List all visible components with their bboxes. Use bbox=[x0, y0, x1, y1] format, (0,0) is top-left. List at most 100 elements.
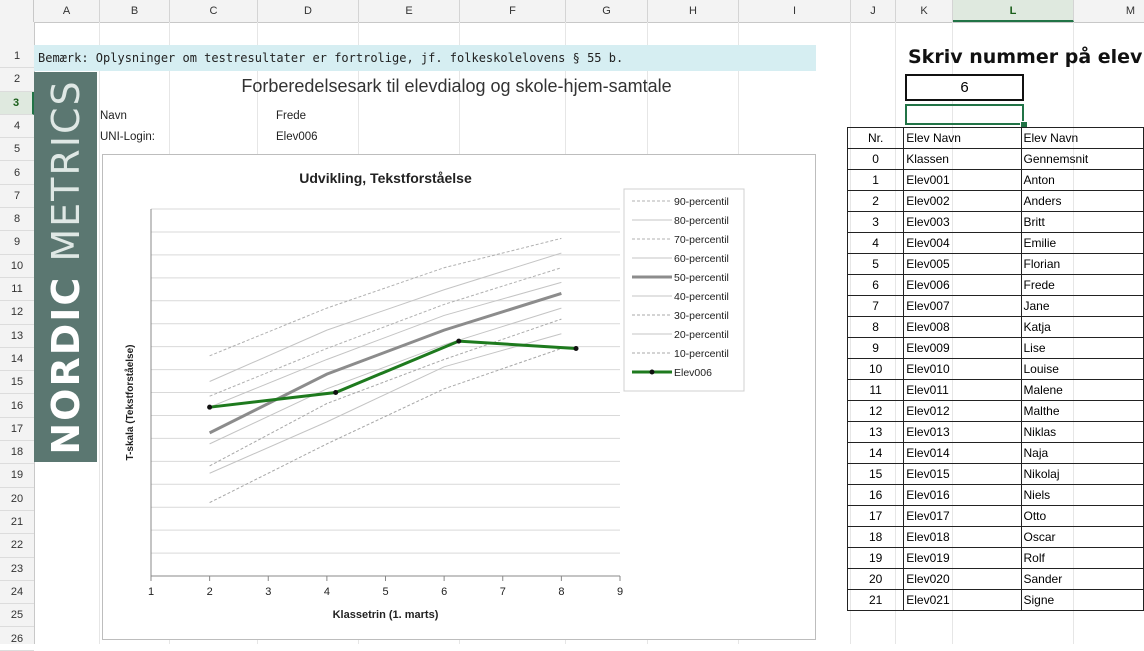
row-header-2[interactable]: 2 bbox=[0, 68, 34, 92]
roster-cell[interactable]: 3 bbox=[846, 211, 905, 233]
roster-cell[interactable]: Elev004 bbox=[903, 232, 1022, 254]
roster-cell[interactable]: Elev011 bbox=[903, 379, 1022, 401]
row-header-25[interactable]: 25 bbox=[0, 604, 34, 628]
roster-cell[interactable]: Elev016 bbox=[903, 484, 1022, 506]
roster-cell[interactable]: Niklas bbox=[1020, 421, 1144, 443]
roster-cell[interactable]: Elev001 bbox=[903, 169, 1022, 191]
roster-cell[interactable]: Anton bbox=[1020, 169, 1144, 191]
roster-cell[interactable]: Elev002 bbox=[903, 190, 1022, 212]
roster-cell[interactable]: Elev006 bbox=[903, 274, 1022, 296]
roster-cell[interactable]: Elev021 bbox=[903, 589, 1022, 611]
roster-cell[interactable]: 0 bbox=[846, 148, 905, 170]
roster-cell[interactable]: Sander bbox=[1020, 568, 1144, 590]
roster-cell[interactable]: 20 bbox=[846, 568, 905, 590]
roster-cell[interactable]: Elev012 bbox=[903, 400, 1022, 422]
roster-cell[interactable]: 10 bbox=[846, 358, 905, 380]
roster-cell[interactable]: 1 bbox=[846, 169, 905, 191]
roster-cell[interactable]: 2 bbox=[846, 190, 905, 212]
page-title[interactable]: Forberedelsesark til elevdialog og skole… bbox=[241, 76, 672, 96]
row-header-24[interactable]: 24 bbox=[0, 581, 34, 605]
roster-cell[interactable]: Jane bbox=[1020, 295, 1144, 317]
row-header-9[interactable]: 9 bbox=[0, 231, 34, 255]
roster-cell[interactable]: Emilie bbox=[1020, 232, 1144, 254]
roster-cell[interactable]: 5 bbox=[846, 253, 905, 275]
row-header-20[interactable]: 20 bbox=[0, 488, 34, 511]
row-header-8[interactable]: 8 bbox=[0, 208, 34, 232]
roster-cell[interactable]: Niels bbox=[1020, 484, 1144, 506]
row-header-3[interactable]: 3 bbox=[0, 91, 34, 115]
development-chart[interactable]: Udvikling, Tekstforståelse 1 2 3 4 5 6 7 8 9 Klass… bbox=[102, 154, 816, 640]
roster-cell[interactable]: Rolf bbox=[1020, 547, 1144, 569]
row-header-6[interactable]: 6 bbox=[0, 162, 34, 185]
column-header-l[interactable]: L bbox=[953, 0, 1074, 22]
name-value[interactable]: Frede bbox=[276, 110, 307, 122]
roster-cell[interactable]: Signe bbox=[1020, 589, 1144, 611]
row-header-26[interactable]: 26 bbox=[0, 628, 34, 651]
column-header-h[interactable]: H bbox=[648, 0, 739, 22]
row-header-17[interactable]: 17 bbox=[0, 418, 34, 442]
active-cell-selection[interactable] bbox=[905, 104, 1024, 125]
roster-cell[interactable]: Elev010 bbox=[903, 358, 1022, 380]
roster-cell[interactable]: 18 bbox=[846, 526, 905, 548]
roster-cell[interactable]: 8 bbox=[846, 316, 905, 338]
roster-cell[interactable]: Anders bbox=[1020, 190, 1144, 212]
roster-cell[interactable]: 6 bbox=[846, 274, 905, 296]
roster-cell[interactable]: Elev018 bbox=[903, 526, 1022, 548]
roster-cell[interactable]: Elev020 bbox=[903, 568, 1022, 590]
roster-cell[interactable]: Malthe bbox=[1020, 400, 1144, 422]
roster-cell[interactable]: Elev014 bbox=[903, 442, 1022, 464]
column-header-a[interactable]: A bbox=[34, 0, 100, 22]
confidentiality-notice[interactable]: Bemærk: Oplysninger om testresultater er… bbox=[34, 45, 816, 71]
row-header-23[interactable]: 23 bbox=[0, 558, 34, 581]
roster-cell[interactable]: Gennemsnit bbox=[1020, 148, 1144, 170]
column-header-g[interactable]: G bbox=[566, 0, 648, 22]
roster-cell[interactable]: Elev007 bbox=[903, 295, 1022, 317]
row-header-12[interactable]: 12 bbox=[0, 301, 34, 325]
roster-header-cell[interactable]: Nr. bbox=[846, 127, 905, 149]
roster-cell[interactable]: 7 bbox=[846, 295, 905, 317]
roster-cell[interactable]: 16 bbox=[846, 484, 905, 506]
row-header-5[interactable]: 5 bbox=[0, 138, 34, 162]
roster-cell[interactable]: 19 bbox=[846, 547, 905, 569]
row-header-7[interactable]: 7 bbox=[0, 185, 34, 209]
column-header-i[interactable]: I bbox=[739, 0, 851, 22]
roster-cell[interactable]: 12 bbox=[846, 400, 905, 422]
roster-cell[interactable]: Malene bbox=[1020, 379, 1144, 401]
row-header-11[interactable]: 11 bbox=[0, 278, 34, 302]
roster-cell[interactable]: Oscar bbox=[1020, 526, 1144, 548]
roster-cell[interactable]: 9 bbox=[846, 337, 905, 359]
row-header-1[interactable]: 1 bbox=[0, 45, 34, 69]
column-header-j[interactable]: J bbox=[851, 0, 896, 22]
roster-cell[interactable]: 14 bbox=[846, 442, 905, 464]
roster-cell[interactable]: 4 bbox=[846, 232, 905, 254]
row-header-22[interactable]: 22 bbox=[0, 534, 34, 558]
login-label[interactable]: UNI-Login: bbox=[100, 131, 155, 143]
row-header-14[interactable]: 14 bbox=[0, 348, 34, 372]
roster-cell[interactable]: Elev008 bbox=[903, 316, 1022, 338]
roster-cell[interactable]: Nikolaj bbox=[1020, 463, 1144, 485]
roster-cell[interactable]: Katja bbox=[1020, 316, 1144, 338]
roster-cell[interactable]: Elev009 bbox=[903, 337, 1022, 359]
column-header-b[interactable]: B bbox=[100, 0, 170, 22]
roster-cell[interactable]: 13 bbox=[846, 421, 905, 443]
row-header-19[interactable]: 19 bbox=[0, 464, 34, 488]
column-header-k[interactable]: K bbox=[896, 0, 953, 22]
column-header-e[interactable]: E bbox=[359, 0, 460, 22]
roster-cell[interactable]: Klassen bbox=[903, 148, 1022, 170]
login-value[interactable]: Elev006 bbox=[276, 131, 318, 143]
roster-header-cell[interactable]: Elev Navn bbox=[1020, 127, 1144, 149]
roster-cell[interactable]: Lise bbox=[1020, 337, 1144, 359]
roster-cell[interactable]: 17 bbox=[846, 505, 905, 527]
roster-cell[interactable]: Elev015 bbox=[903, 463, 1022, 485]
roster-cell[interactable]: Otto bbox=[1020, 505, 1144, 527]
column-header-m[interactable]: M bbox=[1074, 0, 1144, 22]
row-header-10[interactable]: 10 bbox=[0, 255, 34, 278]
roster-cell[interactable]: Frede bbox=[1020, 274, 1144, 296]
row-header-13[interactable]: 13 bbox=[0, 325, 34, 348]
name-label[interactable]: Navn bbox=[100, 110, 127, 122]
roster-cell[interactable]: Florian bbox=[1020, 253, 1144, 275]
select-all-corner[interactable] bbox=[0, 0, 34, 22]
roster-cell[interactable]: 11 bbox=[846, 379, 905, 401]
roster-header-cell[interactable]: Elev Navn bbox=[903, 127, 1022, 149]
roster-cell[interactable]: Britt bbox=[1020, 211, 1144, 233]
